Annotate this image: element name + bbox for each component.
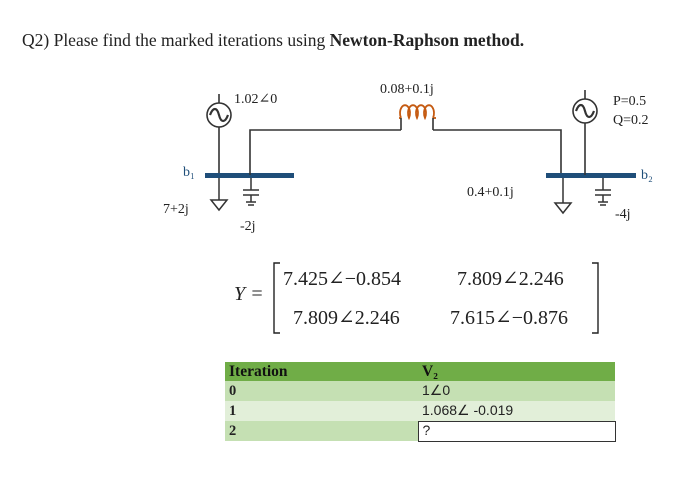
value-text: 1∠0 <box>422 382 451 398</box>
matrix-y11: 7.425∠−0.854 <box>283 268 402 290</box>
matrix-name: Y = <box>234 283 264 305</box>
value-text: ? <box>422 422 431 438</box>
load-1-arrow <box>209 178 229 212</box>
value-text: 1.068∠ -0.019 <box>422 401 514 418</box>
matrix-y22: 7.615∠−0.876 <box>450 307 569 329</box>
table-row: 0 1∠0 <box>225 381 615 401</box>
value-cell: 1∠0 <box>418 381 615 401</box>
capacitor-1-label: -2j <box>240 219 256 234</box>
gen2-p-label: P=0.5 <box>613 94 647 109</box>
value-cell: 1.068∠ -0.019 <box>418 401 615 421</box>
line-inductor-to-bus2 <box>433 129 562 175</box>
answer-cell[interactable]: ? <box>417 420 616 442</box>
header-iteration: Iteration <box>225 362 418 381</box>
table-header-row: Iteration V₂ <box>225 362 615 381</box>
header-v2: V₂ <box>418 362 615 381</box>
bus-1-bar <box>205 173 294 178</box>
load-1-label: 7+2j <box>163 202 189 217</box>
iteration-cell: 1 <box>225 401 418 421</box>
matrix-y21: 7.809∠2.246 <box>293 307 400 329</box>
iteration-table: Iteration V₂ 0 1∠0 1 1.068∠ -0.019 2 ? <box>225 362 616 442</box>
matrix-y12: 7.809∠2.246 <box>457 268 564 290</box>
bus-1-label: b₁ <box>183 165 195 180</box>
generator-1 <box>206 94 232 174</box>
capacitor-2-label: -4j <box>615 207 631 222</box>
question-text: Q2) Please find the marked iterations us… <box>22 30 524 51</box>
matrix-brackets <box>273 262 599 334</box>
generator-2 <box>572 90 598 175</box>
capacitor-1 <box>243 178 259 206</box>
load-2-label: 0.4+0.1j <box>467 185 514 200</box>
question-method: Newton-Raphson method. <box>329 30 525 50</box>
question-prefix: Q2) Please find the marked iterations us… <box>22 30 330 50</box>
gen1-voltage-label: 1.02∠0 <box>234 92 278 107</box>
table-row: 2 ? <box>225 420 616 442</box>
table-row: 1 1.068∠ -0.019 <box>225 401 615 421</box>
iteration-cell: 2 <box>225 421 418 441</box>
gen2-q-label: Q=0.2 <box>613 113 649 128</box>
load-2-arrow <box>553 178 573 215</box>
capacitor-2 <box>595 178 611 206</box>
line-inductor <box>399 104 436 121</box>
line-bus1-to-inductor <box>249 129 401 175</box>
bus-2-label: b₂ <box>641 168 653 183</box>
iteration-cell: 0 <box>225 381 418 401</box>
bus-2-bar <box>546 173 636 178</box>
line-impedance-label: 0.08+0.1j <box>380 82 434 97</box>
